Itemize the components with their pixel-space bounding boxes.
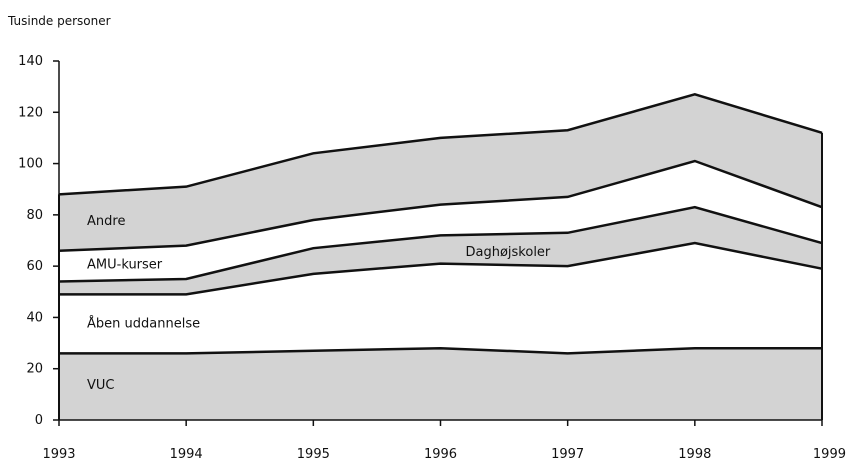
x-tick-label: 1995 — [297, 447, 330, 462]
y-tick-label: 60 — [26, 259, 43, 274]
area-0 — [59, 348, 822, 420]
y-tick-label: 20 — [26, 362, 43, 377]
series-label: AMU-kurser — [87, 258, 163, 273]
y-tick-label: 40 — [26, 310, 43, 325]
x-tick-label: 1996 — [424, 447, 457, 462]
series-label: Daghøjskoler — [466, 245, 551, 260]
x-tick-label: 1998 — [678, 447, 711, 462]
y-tick-label: 0 — [35, 413, 43, 428]
y-tick-label: 120 — [18, 105, 43, 120]
series-label: Andre — [87, 214, 125, 229]
y-tick-label: 100 — [18, 157, 43, 172]
y-axis-unit-label: Tusinde personer — [7, 14, 111, 28]
x-tick-label: 1994 — [170, 447, 203, 462]
y-tick-label: 140 — [18, 54, 43, 69]
x-tick-label: 1993 — [42, 447, 75, 462]
x-tick-label: 1997 — [551, 447, 584, 462]
x-tick-label: 1999 — [813, 447, 846, 462]
series-label: VUC — [87, 378, 115, 393]
series-label: Åben uddannelse — [87, 316, 200, 332]
y-tick-label: 80 — [26, 208, 43, 223]
area-layers — [59, 94, 822, 420]
